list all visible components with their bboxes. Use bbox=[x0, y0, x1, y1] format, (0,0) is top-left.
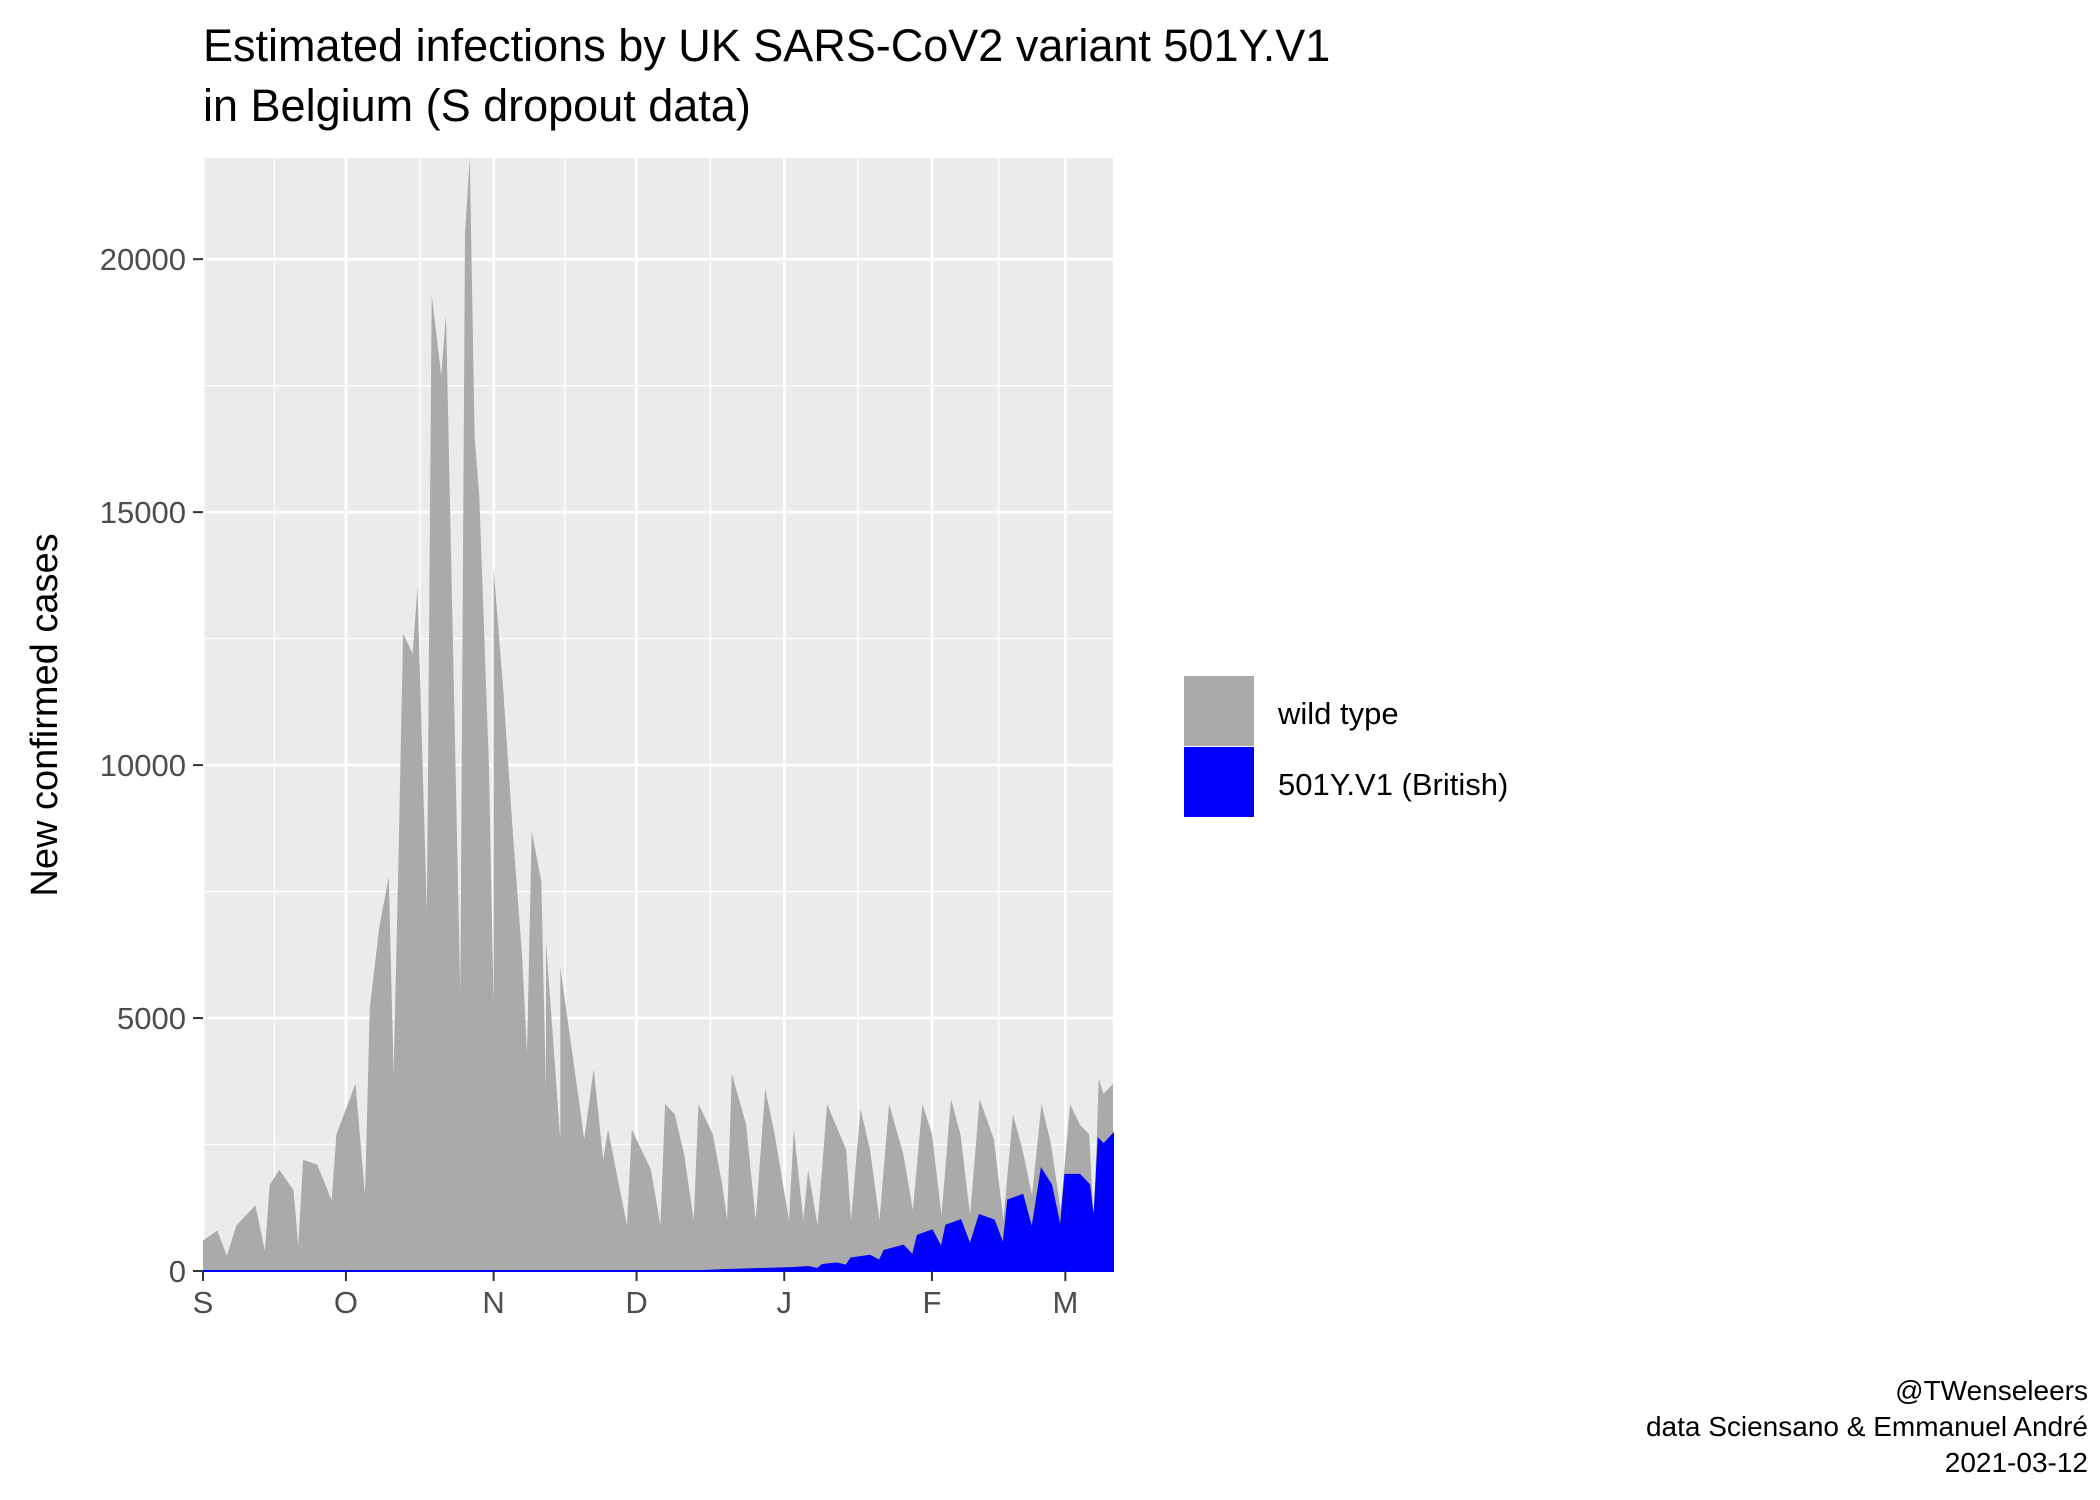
x-tick-label: F bbox=[922, 1285, 941, 1320]
y-axis: 0 5000 10000 15000 20000 bbox=[100, 242, 203, 1289]
y-axis-title: New confirmed cases bbox=[24, 533, 66, 896]
caption-handle: @TWenseleers bbox=[1895, 1375, 2088, 1406]
legend: wild type 501Y.V1 (British) bbox=[1184, 676, 1508, 817]
y-tick-label: 20000 bbox=[100, 242, 186, 277]
legend-swatch-variant bbox=[1184, 747, 1254, 817]
stacked-areas bbox=[203, 158, 1114, 1272]
legend-label-wild-type: wild type bbox=[1277, 696, 1399, 731]
y-tick-label: 0 bbox=[169, 1254, 186, 1289]
legend-swatch-wild-type bbox=[1184, 676, 1254, 746]
x-tick-label: O bbox=[334, 1285, 358, 1320]
chart-title-line-1: Estimated infections by UK SARS-CoV2 var… bbox=[203, 20, 1330, 71]
chart-title-line-2: in Belgium (S dropout data) bbox=[203, 80, 751, 131]
x-tick-label: J bbox=[777, 1285, 793, 1320]
legend-label-variant: 501Y.V1 (British) bbox=[1278, 767, 1508, 802]
area-501y-v1 bbox=[203, 1131, 1114, 1272]
caption-date: 2021-03-12 bbox=[1945, 1447, 2088, 1478]
x-tick-label: D bbox=[625, 1285, 647, 1320]
caption: @TWenseleers data Sciensano & Emmanuel A… bbox=[1646, 1375, 2088, 1478]
y-tick-label: 15000 bbox=[100, 495, 186, 530]
y-tick-label: 5000 bbox=[117, 1001, 186, 1036]
y-tick-label: 10000 bbox=[100, 748, 186, 783]
x-tick-label: S bbox=[193, 1285, 214, 1320]
x-tick-label: M bbox=[1052, 1285, 1078, 1320]
plot-panel bbox=[203, 158, 1113, 1271]
area-wild-type bbox=[203, 158, 1113, 1271]
caption-source: data Sciensano & Emmanuel André bbox=[1646, 1411, 2088, 1442]
x-tick-label: N bbox=[482, 1285, 504, 1320]
